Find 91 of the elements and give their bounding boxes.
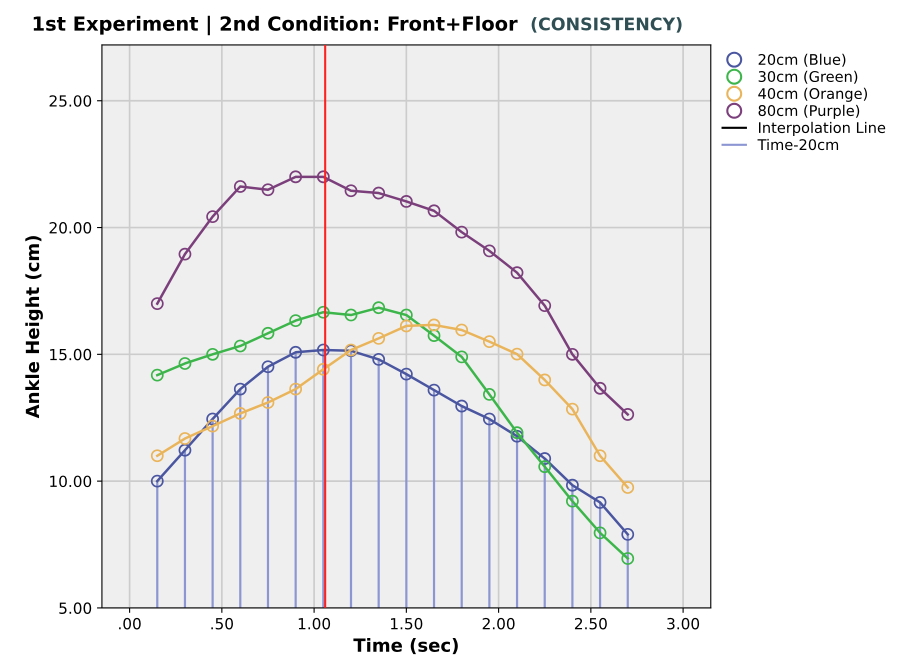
x-tick-label: 3.00 bbox=[667, 618, 700, 630]
y-tick-label: 25.00 bbox=[50, 95, 92, 107]
point bbox=[289, 170, 302, 184]
point bbox=[400, 320, 413, 332]
point bbox=[150, 449, 164, 462]
point bbox=[566, 494, 579, 508]
point bbox=[316, 306, 330, 319]
point bbox=[372, 332, 386, 345]
point bbox=[289, 382, 302, 396]
legend-label: 40cm (Orange) bbox=[758, 88, 867, 102]
point bbox=[344, 308, 358, 322]
point bbox=[206, 210, 220, 224]
point bbox=[455, 324, 468, 336]
point bbox=[566, 348, 579, 361]
point bbox=[510, 266, 524, 280]
point bbox=[372, 186, 386, 200]
legend-label: 80cm (Purple) bbox=[758, 104, 860, 119]
chart-subtitle: (CONSISTENCY) bbox=[532, 17, 682, 33]
point bbox=[594, 382, 606, 395]
point bbox=[178, 357, 192, 370]
chart-title: 1st Experiment | 2nd Condition: Front+Floor bbox=[34, 16, 518, 36]
legend-label: Time-20cm bbox=[758, 138, 838, 150]
point bbox=[455, 350, 468, 364]
x-tick-label: 2.50 bbox=[574, 618, 607, 630]
x-tick-label: .00 bbox=[119, 618, 141, 630]
x-tick-label: 1.50 bbox=[391, 618, 422, 630]
legend-label: 20cm (Blue) bbox=[758, 54, 846, 67]
point bbox=[510, 348, 524, 360]
text: Interpolation Line bbox=[759, 122, 886, 136]
point bbox=[262, 183, 274, 196]
point bbox=[566, 478, 579, 492]
point bbox=[206, 412, 220, 426]
point bbox=[289, 314, 302, 327]
point bbox=[262, 326, 274, 340]
point bbox=[316, 170, 330, 184]
point bbox=[400, 195, 413, 208]
point bbox=[482, 244, 496, 258]
point bbox=[510, 430, 524, 443]
y-tick-label: 5.00 bbox=[59, 602, 92, 614]
point bbox=[566, 402, 579, 416]
point bbox=[316, 362, 330, 376]
point bbox=[455, 226, 468, 238]
point bbox=[594, 496, 606, 509]
point bbox=[262, 396, 274, 409]
point bbox=[621, 528, 634, 541]
point bbox=[400, 308, 413, 322]
point bbox=[428, 329, 440, 342]
x-tick-label: 2.00 bbox=[482, 618, 515, 630]
x-tick-label: .50 bbox=[211, 618, 233, 630]
point bbox=[455, 400, 468, 412]
point bbox=[621, 408, 634, 421]
point bbox=[428, 384, 440, 396]
point bbox=[372, 301, 386, 314]
point bbox=[262, 360, 274, 374]
point bbox=[400, 368, 413, 381]
point bbox=[234, 382, 247, 396]
point bbox=[178, 444, 192, 457]
point bbox=[621, 481, 634, 494]
point bbox=[482, 335, 496, 348]
point bbox=[594, 449, 606, 462]
point bbox=[289, 346, 302, 359]
x-axis-title: Time (sec) bbox=[353, 638, 458, 654]
point bbox=[344, 184, 358, 198]
point bbox=[234, 407, 247, 420]
point bbox=[428, 204, 440, 218]
point bbox=[510, 426, 524, 440]
point bbox=[594, 526, 606, 540]
point bbox=[234, 340, 247, 352]
point bbox=[621, 552, 634, 565]
x-tick-label: 1.00 bbox=[298, 618, 330, 630]
point bbox=[538, 460, 552, 474]
y-axis-title: Ankle Height (cm) bbox=[25, 236, 43, 418]
point bbox=[482, 412, 496, 426]
point bbox=[316, 344, 330, 356]
y-tick-label: 20.00 bbox=[50, 222, 92, 234]
point bbox=[482, 388, 496, 401]
point bbox=[150, 368, 164, 382]
point bbox=[206, 420, 220, 432]
point bbox=[538, 299, 552, 312]
point bbox=[538, 374, 552, 386]
point bbox=[428, 318, 440, 332]
legend-label: 30cm (Green) bbox=[758, 70, 858, 84]
point bbox=[206, 348, 220, 361]
point bbox=[234, 180, 247, 193]
point bbox=[372, 353, 386, 366]
point bbox=[178, 248, 192, 261]
y-tick-label: 10.00 bbox=[50, 476, 92, 488]
point bbox=[150, 297, 164, 310]
y-tick-label: 15.00 bbox=[50, 348, 92, 360]
point bbox=[178, 432, 192, 445]
point bbox=[150, 474, 164, 488]
